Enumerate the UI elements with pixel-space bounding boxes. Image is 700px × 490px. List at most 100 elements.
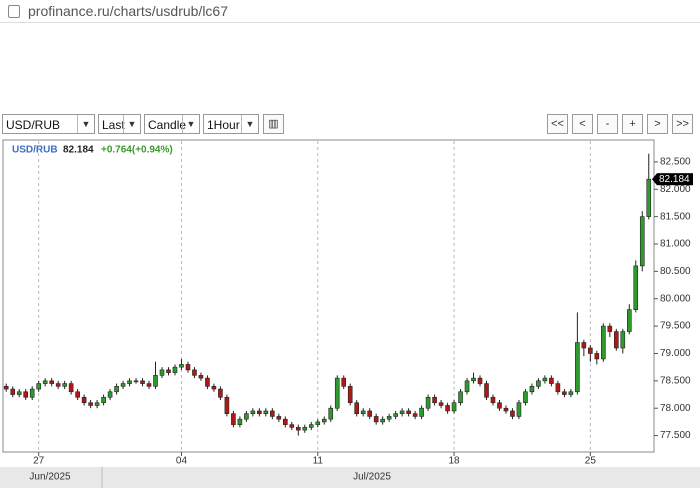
candle-body — [101, 396, 106, 404]
select-value: 1Hour — [207, 118, 240, 132]
candle-body — [549, 377, 554, 384]
candle-body — [477, 377, 483, 384]
candle-body — [639, 216, 645, 267]
candle-body — [464, 380, 470, 393]
candle-body — [283, 418, 288, 425]
candle-body — [153, 375, 158, 387]
candle-body — [120, 383, 126, 387]
candle-body — [205, 377, 210, 387]
nav-button[interactable]: >> — [672, 114, 693, 134]
y-tick-label: 79.000 — [660, 348, 691, 359]
candle-body — [295, 427, 301, 431]
candle-body — [341, 377, 347, 387]
candle-body — [192, 369, 197, 376]
candle-body — [594, 353, 600, 360]
candle-body — [308, 424, 314, 428]
candle-body — [510, 410, 515, 417]
candle-body — [29, 388, 35, 398]
candle-body — [536, 380, 541, 387]
x-tick-label: 11 — [313, 456, 324, 467]
candle-body — [114, 386, 119, 393]
candle-body — [360, 410, 366, 414]
y-tick-label: 81.500 — [660, 211, 691, 222]
candle-body — [626, 309, 632, 332]
candle-body — [107, 391, 113, 398]
candle-body — [438, 402, 444, 406]
nav-button[interactable]: > — [647, 114, 668, 134]
candle-body — [42, 380, 48, 384]
candle-body — [185, 364, 191, 371]
plot-frame — [2, 139, 655, 453]
candle-body — [172, 366, 178, 373]
lock-icon — [8, 5, 20, 18]
candle-body — [568, 391, 574, 395]
x-tick-label: 27 — [33, 456, 45, 467]
candle-body — [334, 377, 340, 409]
candle-body — [354, 402, 360, 414]
price-tag — [657, 173, 693, 186]
select-value: USD/RUB — [6, 118, 61, 132]
candle-body — [315, 421, 321, 425]
candle-body — [523, 391, 528, 404]
candle-body — [562, 391, 567, 395]
dropdown-arrow: ▼ — [182, 115, 199, 133]
candle-body — [607, 325, 613, 332]
month-label: Jul/2025 — [353, 472, 391, 483]
y-tick-label: 81.000 — [660, 239, 691, 250]
nav-button[interactable]: - — [597, 114, 618, 134]
nav-button[interactable]: << — [547, 114, 568, 134]
nav-button[interactable]: < — [572, 114, 593, 134]
candle-body — [3, 386, 9, 390]
candle-body — [406, 410, 411, 414]
symbol-select[interactable]: USD/RUB ▼ — [2, 114, 95, 134]
select-value: Last — [102, 118, 125, 132]
price-change: +0.764(+0.94%) — [101, 145, 173, 156]
candle-body — [399, 410, 405, 414]
candle-body — [198, 375, 204, 379]
candle-body — [484, 383, 489, 398]
candle-body — [646, 178, 652, 217]
candle-body — [302, 427, 308, 431]
period-select[interactable]: 1Hour ▼ — [203, 114, 259, 134]
candle-body — [94, 402, 100, 406]
candle-body — [127, 380, 132, 384]
candle-body — [224, 396, 230, 414]
candle-body — [88, 402, 93, 406]
candle-body — [263, 410, 269, 414]
price-select[interactable]: Last ▼ — [98, 114, 141, 134]
candle-body — [179, 364, 184, 368]
candle-body — [36, 383, 41, 390]
candle-body — [445, 405, 450, 412]
time-bar — [0, 467, 700, 488]
candle-body — [16, 391, 22, 395]
candle-body — [633, 265, 639, 310]
y-tick-label: 77.500 — [660, 430, 691, 441]
candle-body — [542, 377, 548, 382]
candle-body — [588, 347, 593, 354]
y-tick-label: 82.500 — [660, 157, 691, 168]
settings-button[interactable]: ▥ — [263, 114, 284, 134]
candle-body — [244, 413, 249, 420]
style-select[interactable]: Candle ▼ — [144, 114, 200, 134]
y-tick-label: 78.000 — [660, 403, 691, 414]
y-tick-label: 78.500 — [660, 375, 691, 386]
candle-body — [159, 369, 165, 376]
y-tick-label: 79.500 — [660, 321, 691, 332]
candle-body — [386, 416, 392, 420]
month-label: Jun/2025 — [29, 472, 71, 483]
candle-body — [75, 391, 80, 398]
candle-body — [529, 386, 535, 393]
y-tick-label: 80.000 — [660, 293, 691, 304]
candle-body — [581, 342, 587, 349]
address-bar[interactable]: profinance.ru/charts/usdrub/lc67 — [0, 0, 700, 23]
candle-body — [23, 391, 29, 398]
candle-body — [237, 418, 243, 425]
candle-body — [146, 383, 152, 387]
candle-body — [250, 410, 256, 414]
candle-body — [218, 388, 223, 398]
nav-button[interactable]: + — [622, 114, 643, 134]
candle-body — [270, 410, 275, 417]
price-tag-label: 82.184 — [659, 174, 690, 185]
candle-body — [620, 331, 626, 349]
